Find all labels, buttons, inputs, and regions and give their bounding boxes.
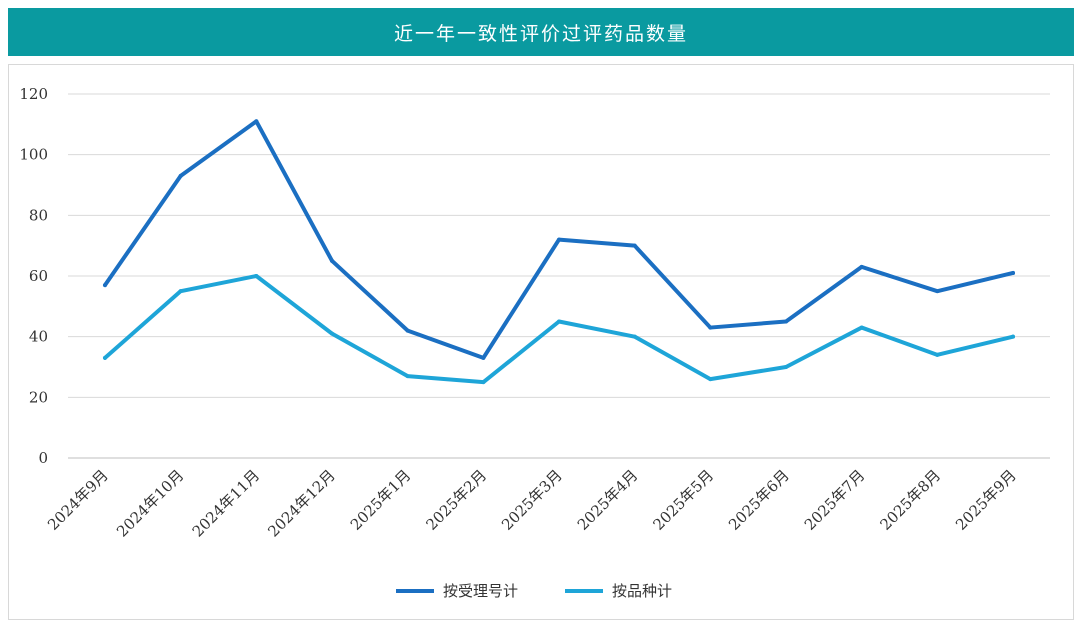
data-point <box>1011 334 1015 339</box>
x-tick-label: 2024年12月 <box>264 466 338 540</box>
data-point <box>632 243 637 248</box>
x-tick-label: 2024年9月 <box>44 466 112 534</box>
x-tick-label: 2025年3月 <box>498 466 566 534</box>
y-tick-label: 120 <box>19 85 48 103</box>
x-tick-label: 2025年9月 <box>952 466 1020 534</box>
x-tick-label: 2025年4月 <box>574 466 642 534</box>
series-line-1 <box>103 274 1015 385</box>
data-point <box>708 377 713 382</box>
data-point <box>178 173 183 178</box>
data-point <box>859 325 864 330</box>
y-tick-label: 80 <box>29 206 48 224</box>
chart-title-bar: 近一年一致性评价过评药品数量 <box>8 8 1074 56</box>
series-layer <box>103 119 1015 385</box>
y-tick-label: 40 <box>29 328 48 346</box>
data-point <box>481 380 486 385</box>
data-point <box>708 325 713 330</box>
data-point <box>481 355 486 360</box>
data-point <box>784 365 788 369</box>
y-tick-label: 20 <box>29 388 48 406</box>
data-point <box>557 319 561 324</box>
data-point <box>178 289 183 294</box>
x-tick-label: 2024年11月 <box>189 466 263 540</box>
y-tick-label: 0 <box>38 449 48 467</box>
chart-title: 近一年一致性评价过评药品数量 <box>393 22 688 45</box>
x-tick-label: 2025年1月 <box>347 466 415 534</box>
x-tick-label: 2025年8月 <box>876 466 944 534</box>
data-point <box>103 283 107 288</box>
x-tick-label: 2024年10月 <box>113 466 187 540</box>
data-point <box>935 352 940 357</box>
data-point <box>103 355 107 360</box>
data-point <box>632 334 637 339</box>
y-tick-label: 100 <box>19 146 48 164</box>
data-point <box>859 264 864 269</box>
data-point <box>784 319 788 324</box>
data-point <box>330 331 334 336</box>
x-axis-ticks: 2024年9月 2024年10月 2024年11月 2024年12月 2025年1月 20… <box>44 466 1020 540</box>
data-point <box>254 274 259 278</box>
legend: 按受理号计 按品种计 <box>396 582 672 600</box>
x-tick-label: 2025年5月 <box>649 466 717 534</box>
legend-label: 按品种计 <box>612 582 672 600</box>
data-point <box>405 374 410 379</box>
data-point <box>557 237 561 242</box>
x-tick-label: 2025年6月 <box>725 466 793 534</box>
y-tick-label: 60 <box>29 267 48 285</box>
data-point <box>935 289 940 294</box>
x-tick-label: 2025年7月 <box>801 466 869 534</box>
data-point <box>405 328 410 333</box>
data-point <box>1011 270 1015 275</box>
y-axis-ticks: 0 20 40 60 80 100 120 <box>19 85 48 467</box>
x-tick-label: 2025年2月 <box>422 466 490 534</box>
chart-frame <box>8 64 1074 620</box>
legend-label: 按受理号计 <box>443 582 518 600</box>
data-point <box>330 258 334 263</box>
data-point <box>254 119 259 124</box>
